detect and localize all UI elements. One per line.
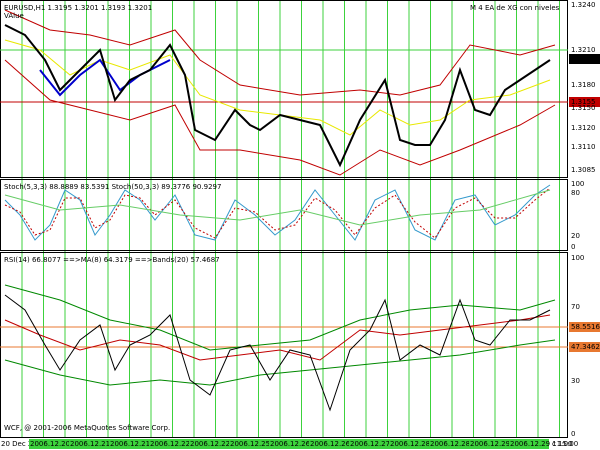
time-highlight <box>469 439 509 449</box>
rsi-frame <box>0 252 568 438</box>
time-highlight <box>269 439 309 449</box>
time-label: 2006.12.25 08:00 <box>230 440 292 448</box>
stoch-label: 20 <box>571 232 580 240</box>
rsi-lower-band <box>4 339 556 386</box>
time-label: 2006.12.26 <box>270 440 311 448</box>
time-label: 2006.12.29 11:00 <box>510 440 572 448</box>
time-label: 2006.12.28 <box>390 440 430 448</box>
stoch-header: Stoch(5,3,3) 88.8889 83.5391 Stoch(50,3,… <box>4 183 221 191</box>
time-label: 2006.12.27 <box>350 440 390 448</box>
rsi-label: 100 <box>571 254 584 262</box>
price-label: 1.3201 <box>571 55 596 63</box>
time-highlight <box>309 439 349 449</box>
rsi-ma <box>4 314 551 361</box>
time-label: 2006.12.21 <box>70 440 110 448</box>
stoch-label: 0 <box>571 243 575 251</box>
time-highlight <box>109 439 149 449</box>
rsi-header: RSI(14) 66.8077 ==>MA(8) 64.3179 ==>Band… <box>4 256 220 264</box>
time-highlight <box>189 439 229 449</box>
rsi-upper-band <box>4 284 556 351</box>
stoch-slow <box>4 189 551 226</box>
time-label: 2006.12.22 11:00 <box>190 440 252 448</box>
rsi-label: 58.5516 <box>571 323 600 331</box>
rsi-marker <box>569 342 600 352</box>
footer: WCF, @ 2001-2006 MetaQuotes Software Cor… <box>4 424 170 432</box>
time-label: 2006.12.26 07:00 <box>310 440 372 448</box>
stoch-fast <box>4 184 551 241</box>
ea-label: M 4 EA de XG con niveles <box>470 4 560 12</box>
time-label: 2006.12.22 <box>150 440 190 448</box>
time-label: 20 Dec 2006 <box>1 440 46 448</box>
price-marker <box>569 54 600 64</box>
time-highlight <box>69 439 109 449</box>
rsi-label: 30 <box>571 377 580 385</box>
time-highlight <box>149 439 189 449</box>
rsi-marker <box>569 322 600 332</box>
rsi-line <box>4 294 551 412</box>
time-highlight <box>429 439 469 449</box>
stoch-label: 80 <box>571 189 580 197</box>
price-label: 1.3180 <box>571 81 596 89</box>
stoch-frame <box>0 179 568 251</box>
rsi-label: 47.3462 <box>571 343 600 351</box>
price-label: 1.3150 <box>571 104 596 112</box>
time-highlight <box>349 439 389 449</box>
upper-band <box>4 9 556 96</box>
time-label: c 15:00 <box>552 440 578 448</box>
price-label: 1.3240 <box>571 1 596 9</box>
price-marker <box>569 97 600 107</box>
time-highlight <box>229 439 269 449</box>
time-label: 2006.12.20 <box>30 440 70 448</box>
price-label: 1.3120 <box>571 124 596 132</box>
indicator-label: VAlue <box>4 12 24 20</box>
symbol-header: EURUSD,H1 1.3195 1.3201 1.3193 1.3201 <box>4 4 152 12</box>
price-label: 1.3085 <box>571 166 596 174</box>
time-label: 2006.12.21 11:00 <box>110 440 172 448</box>
rsi-label: 70 <box>571 303 580 311</box>
price-label: 1.3110 <box>571 143 596 151</box>
time-highlight <box>29 439 69 449</box>
price-label: 1.3210 <box>571 46 596 54</box>
time-label: 2006.12.29 <box>470 440 510 448</box>
time-highlight <box>389 439 429 449</box>
stoch-label: 100 <box>571 180 584 188</box>
price-label: 1.3155 <box>571 98 596 106</box>
rsi-label: 0 <box>571 430 575 438</box>
main-frame <box>0 0 568 178</box>
lower-band <box>4 59 556 176</box>
period-separators <box>21 0 560 438</box>
time-label: 2006.12.28 14:00 <box>430 440 492 448</box>
price-candles <box>4 24 551 168</box>
time-highlight <box>509 439 549 449</box>
